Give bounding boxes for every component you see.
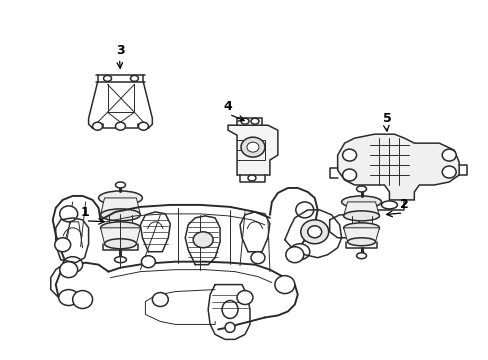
Polygon shape <box>343 228 379 242</box>
Ellipse shape <box>152 293 168 306</box>
Ellipse shape <box>289 244 309 260</box>
Ellipse shape <box>60 262 78 278</box>
Ellipse shape <box>356 186 366 192</box>
Ellipse shape <box>241 118 248 124</box>
Ellipse shape <box>101 209 140 221</box>
Ellipse shape <box>241 137 264 157</box>
Ellipse shape <box>115 182 125 188</box>
Ellipse shape <box>55 238 71 252</box>
Ellipse shape <box>60 206 78 222</box>
Ellipse shape <box>441 166 455 178</box>
Ellipse shape <box>300 220 328 244</box>
Polygon shape <box>101 198 140 215</box>
Ellipse shape <box>247 175 255 181</box>
Ellipse shape <box>237 291 252 305</box>
Polygon shape <box>227 125 277 175</box>
Ellipse shape <box>114 257 126 263</box>
Polygon shape <box>337 134 458 200</box>
Ellipse shape <box>274 276 294 293</box>
Ellipse shape <box>130 75 138 81</box>
Ellipse shape <box>103 75 111 81</box>
Polygon shape <box>343 202 379 216</box>
Ellipse shape <box>104 239 136 249</box>
Text: 4: 4 <box>223 100 232 113</box>
Text: 5: 5 <box>382 112 391 125</box>
Ellipse shape <box>341 196 381 208</box>
Ellipse shape <box>224 323 235 332</box>
Ellipse shape <box>222 301 238 319</box>
Ellipse shape <box>343 211 379 221</box>
Ellipse shape <box>307 226 321 238</box>
Ellipse shape <box>92 122 102 130</box>
Ellipse shape <box>101 222 140 234</box>
Text: 2: 2 <box>399 198 408 211</box>
Ellipse shape <box>441 149 455 161</box>
Ellipse shape <box>59 289 79 306</box>
Ellipse shape <box>342 149 356 161</box>
Ellipse shape <box>246 142 259 152</box>
Ellipse shape <box>342 169 356 181</box>
Ellipse shape <box>347 238 375 246</box>
Ellipse shape <box>381 201 397 209</box>
Ellipse shape <box>193 232 213 248</box>
Ellipse shape <box>62 257 82 273</box>
Ellipse shape <box>343 223 379 233</box>
Ellipse shape <box>285 247 303 263</box>
Ellipse shape <box>138 122 148 130</box>
Ellipse shape <box>141 256 155 268</box>
Ellipse shape <box>250 118 259 124</box>
Ellipse shape <box>250 252 264 264</box>
Ellipse shape <box>99 191 142 205</box>
Ellipse shape <box>295 202 313 218</box>
Ellipse shape <box>115 122 125 130</box>
Text: 1: 1 <box>80 206 89 219</box>
Polygon shape <box>101 228 140 244</box>
Text: 3: 3 <box>116 44 124 57</box>
Ellipse shape <box>356 253 366 259</box>
Ellipse shape <box>73 291 92 309</box>
